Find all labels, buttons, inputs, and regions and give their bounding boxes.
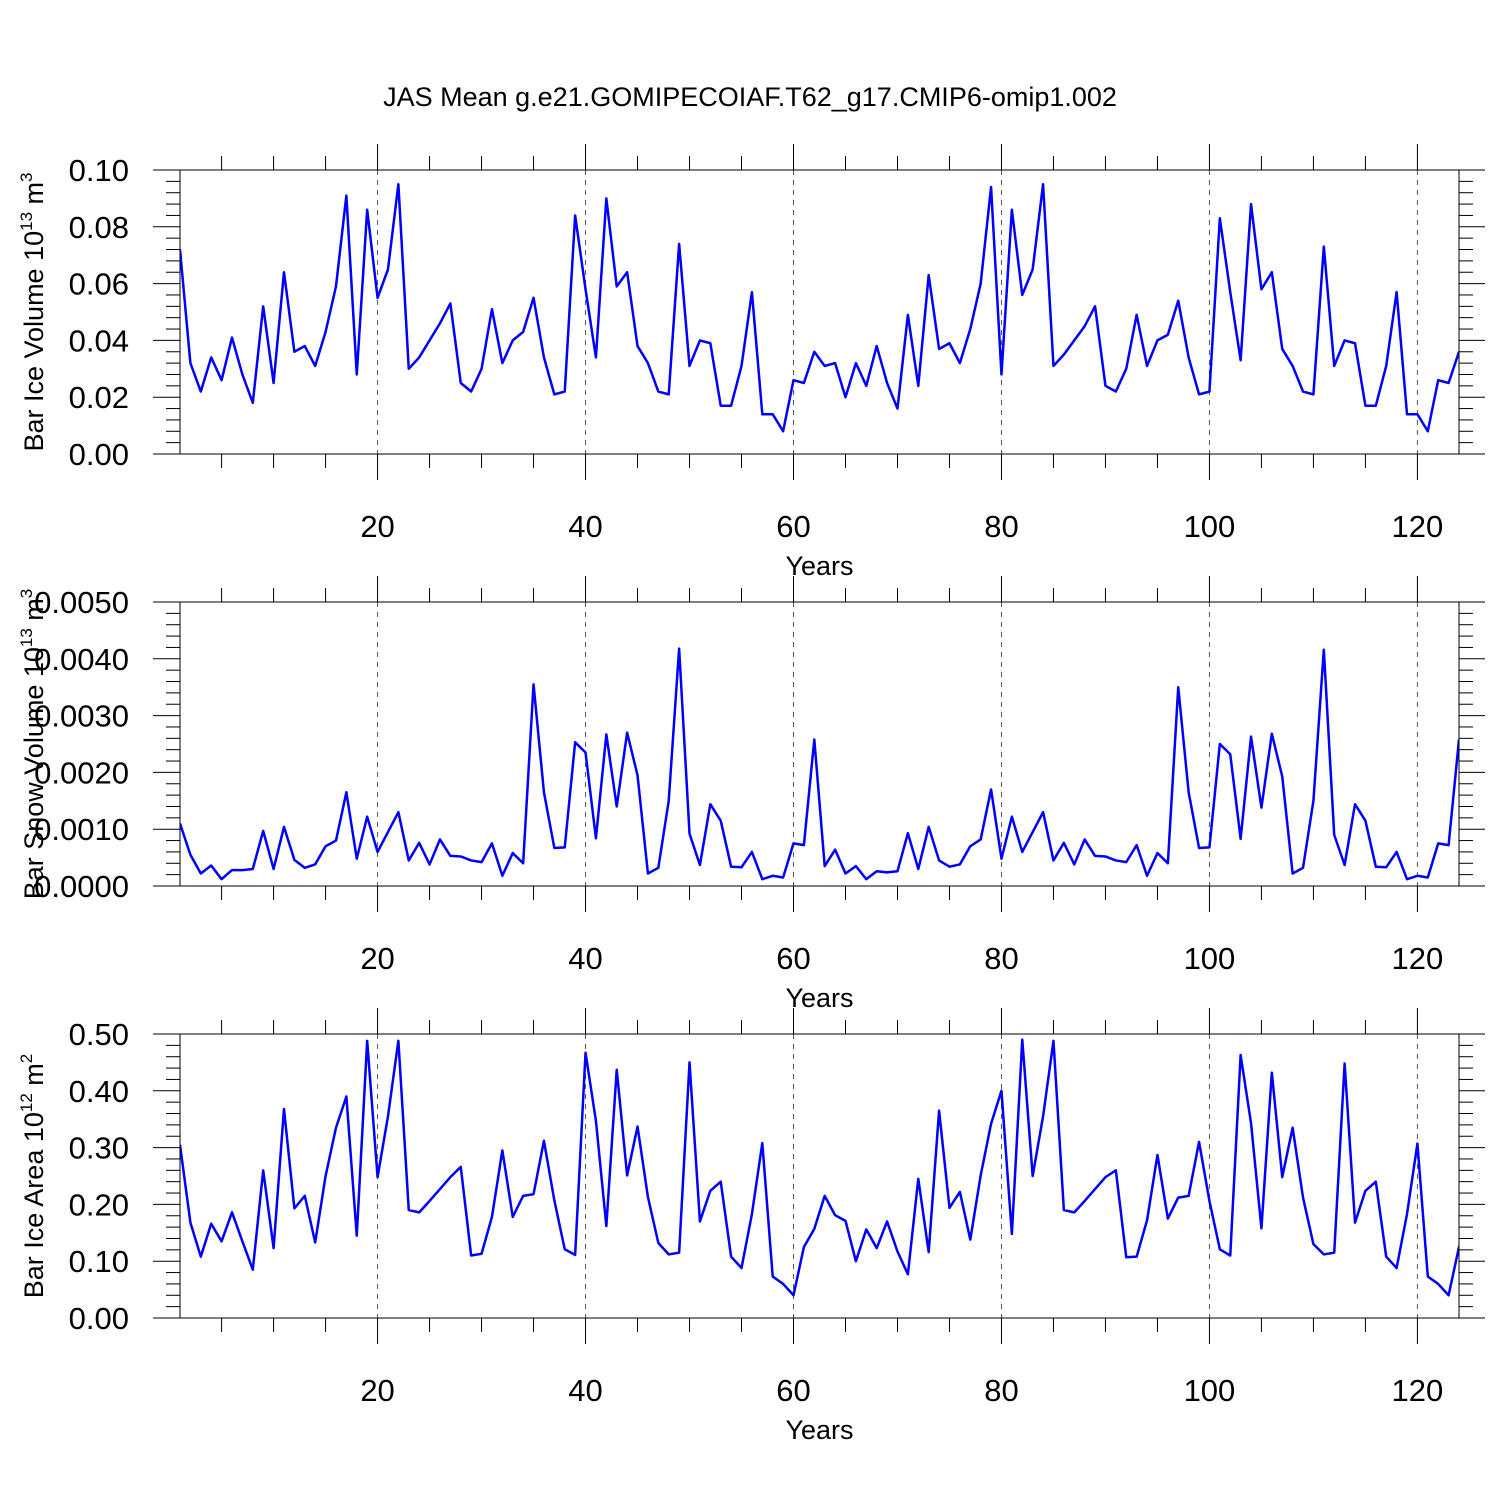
x-axis-title: Years: [785, 983, 853, 1013]
y-axis-title-unit-exponent: 2: [17, 1054, 36, 1063]
y-tick-label: 0.00: [69, 1301, 129, 1336]
x-tick-label: 40: [568, 941, 602, 976]
y-axis-title-unit-exponent: 3: [17, 589, 36, 598]
x-tick-label: 40: [568, 509, 602, 544]
y-axis-title-exponent: 12: [17, 1093, 36, 1112]
y-tick-label: 0.08: [69, 210, 129, 245]
data-series-line: [180, 647, 1459, 881]
x-tick-label: 100: [1184, 941, 1236, 976]
y-tick-label: 0.0050: [34, 585, 129, 620]
x-axis-title: Years: [785, 1415, 853, 1445]
y-axis-title-text: Bar Snow Volume 10: [19, 647, 49, 899]
y-axis-title: Bar Snow Volume 1013 m3: [17, 589, 49, 900]
x-axis-title: Years: [785, 551, 853, 581]
chart-panel-3: 0.00 0.10 0.20 0.30 0.40 0.50 20 40 60 80 100 120 Ye…: [17, 1008, 1485, 1445]
y-axis-title: Bar Ice Volume 1013 m3: [17, 172, 49, 451]
y-tick-label: 0.30: [69, 1131, 129, 1166]
x-tick-label: 40: [568, 1373, 602, 1408]
y-axis-title-exponent: 13: [17, 628, 36, 647]
y-tick-label: 0.06: [69, 267, 129, 302]
x-tick-label: 100: [1184, 509, 1236, 544]
x-tick-label: 120: [1392, 1373, 1444, 1408]
y-tick-label: 0.40: [69, 1074, 129, 1109]
chart-panel-2: 0.0000 0.0010 0.0020 0.0030 0.0040 0.0050 20 40…: [17, 576, 1485, 1013]
y-axis-title-unit-exponent: 3: [17, 172, 36, 181]
x-tick-label: 100: [1184, 1373, 1236, 1408]
x-tick-label: 20: [360, 1373, 394, 1408]
y-tick-label: 0.02: [69, 380, 129, 415]
y-tick-label: 0.0020: [34, 755, 129, 790]
x-tick-label: 120: [1392, 509, 1444, 544]
x-tick-label: 80: [984, 941, 1018, 976]
y-axis-title-exponent: 13: [17, 212, 36, 231]
chart-title: JAS Mean g.e21.GOMIPECOIAF.T62_g17.CMIP6…: [383, 82, 1117, 112]
x-tick-label: 60: [776, 1373, 810, 1408]
y-axis-title-text: Bar Ice Volume 10: [19, 231, 49, 452]
data-series-line: [180, 182, 1459, 433]
x-tick-label: 120: [1392, 941, 1444, 976]
x-tick-label: 80: [984, 1373, 1018, 1408]
y-tick-label: 0.10: [69, 1244, 129, 1279]
y-tick-label: 0.0040: [34, 642, 129, 677]
y-tick-label: 0.50: [69, 1017, 129, 1052]
y-tick-label: 0.0030: [34, 699, 129, 734]
y-tick-label: 0.00: [69, 437, 129, 472]
y-tick-label: 0.04: [69, 323, 129, 358]
chart-panel-1: 0.00 0.02 0.04 0.06 0.08 0.10 20 40 60 80 100 120 Ye…: [17, 144, 1485, 581]
y-axis-title-unit: m: [19, 598, 49, 628]
x-tick-label: 80: [984, 509, 1018, 544]
x-tick-label: 60: [776, 509, 810, 544]
y-axis-title-text: Bar Ice Area 10: [19, 1112, 49, 1298]
y-tick-label: 0.0000: [34, 869, 129, 904]
y-axis-title-unit: m: [19, 182, 49, 212]
y-tick-label: 0.20: [69, 1187, 129, 1222]
y-tick-label: 0.0010: [34, 812, 129, 847]
y-tick-label: 0.10: [69, 153, 129, 188]
x-tick-label: 20: [360, 509, 394, 544]
y-axis-title-unit: m: [19, 1063, 49, 1093]
data-series-line: [180, 1038, 1459, 1297]
y-axis-title: Bar Ice Area 1012 m2: [17, 1054, 49, 1299]
x-tick-label: 20: [360, 941, 394, 976]
x-tick-label: 60: [776, 941, 810, 976]
